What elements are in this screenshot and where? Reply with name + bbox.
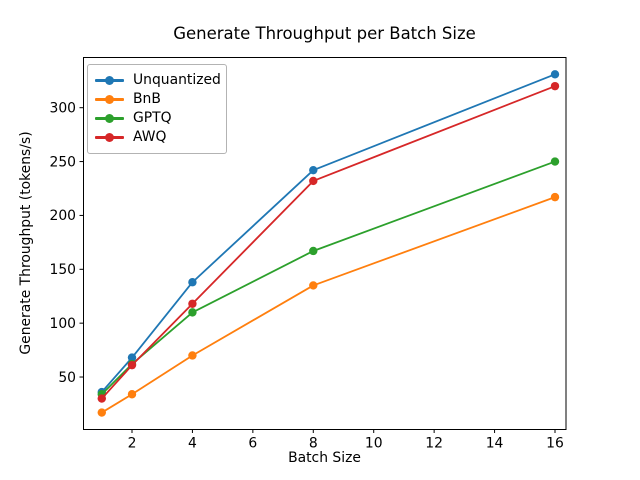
legend-item-gptq: GPTQ: [95, 109, 218, 128]
data-point-bnb: [550, 192, 560, 202]
data-point-awq: [309, 176, 318, 186]
legend-label-bnb: BnB: [133, 90, 161, 107]
data-point-awq: [97, 394, 106, 403]
data-point-bnb: [309, 281, 318, 290]
data-point-unquantized: [550, 70, 560, 79]
data-point-awq: [188, 299, 197, 308]
x-tick-label: 16: [546, 436, 564, 452]
data-point-awq: [550, 81, 560, 91]
legend-marker-awq: [95, 131, 124, 145]
data-point-unquantized: [188, 278, 197, 287]
data-point-unquantized: [127, 353, 137, 362]
legend-marker-gptq: [95, 112, 124, 126]
series-line-bnb: [101, 196, 556, 414]
data-point-bnb: [127, 390, 137, 399]
x-tick-label: 14: [486, 436, 504, 452]
data-point-awq: [127, 360, 137, 370]
chart-title: Generate Throughput per Batch Size: [173, 24, 476, 43]
legend: Unquantized BnB GPTQ AWQ: [87, 64, 227, 154]
legend-marker-bnb: [95, 93, 124, 107]
legend-item-unquantized: Unquantized: [95, 71, 221, 90]
series-line-gptq: [101, 160, 556, 395]
y-tick-label: 100: [49, 316, 76, 332]
x-tick-label: 10: [365, 436, 383, 452]
data-point-unquantized: [309, 165, 318, 175]
legend-item-bnb: BnB: [95, 90, 218, 109]
data-point-gptq: [309, 246, 318, 256]
data-point-gptq: [550, 157, 560, 166]
data-point-bnb: [97, 408, 106, 417]
y-tick-label: 50: [58, 370, 76, 386]
legend-item-awq: AWQ: [95, 128, 218, 147]
x-axis-label: Batch Size: [288, 450, 361, 466]
legend-marker-unquantized: [95, 74, 124, 88]
y-tick-label: 250: [49, 154, 76, 170]
x-tick-label: 12: [425, 436, 443, 452]
y-tick-label: 200: [49, 208, 76, 224]
plot-border: [83, 57, 567, 430]
y-tick-label: 150: [49, 262, 76, 278]
data-point-bnb: [188, 351, 197, 360]
legend-label-unquantized: Unquantized: [133, 71, 221, 88]
legend-label-awq: AWQ: [133, 128, 167, 145]
x-tick-label: 2: [128, 436, 137, 452]
x-tick-label: 6: [248, 436, 257, 452]
legend-label-gptq: GPTQ: [133, 109, 172, 126]
data-point-gptq: [188, 308, 197, 317]
x-tick-label: 8: [309, 436, 318, 452]
x-tick-label: 4: [188, 436, 197, 452]
y-tick-label: 300: [49, 101, 76, 117]
